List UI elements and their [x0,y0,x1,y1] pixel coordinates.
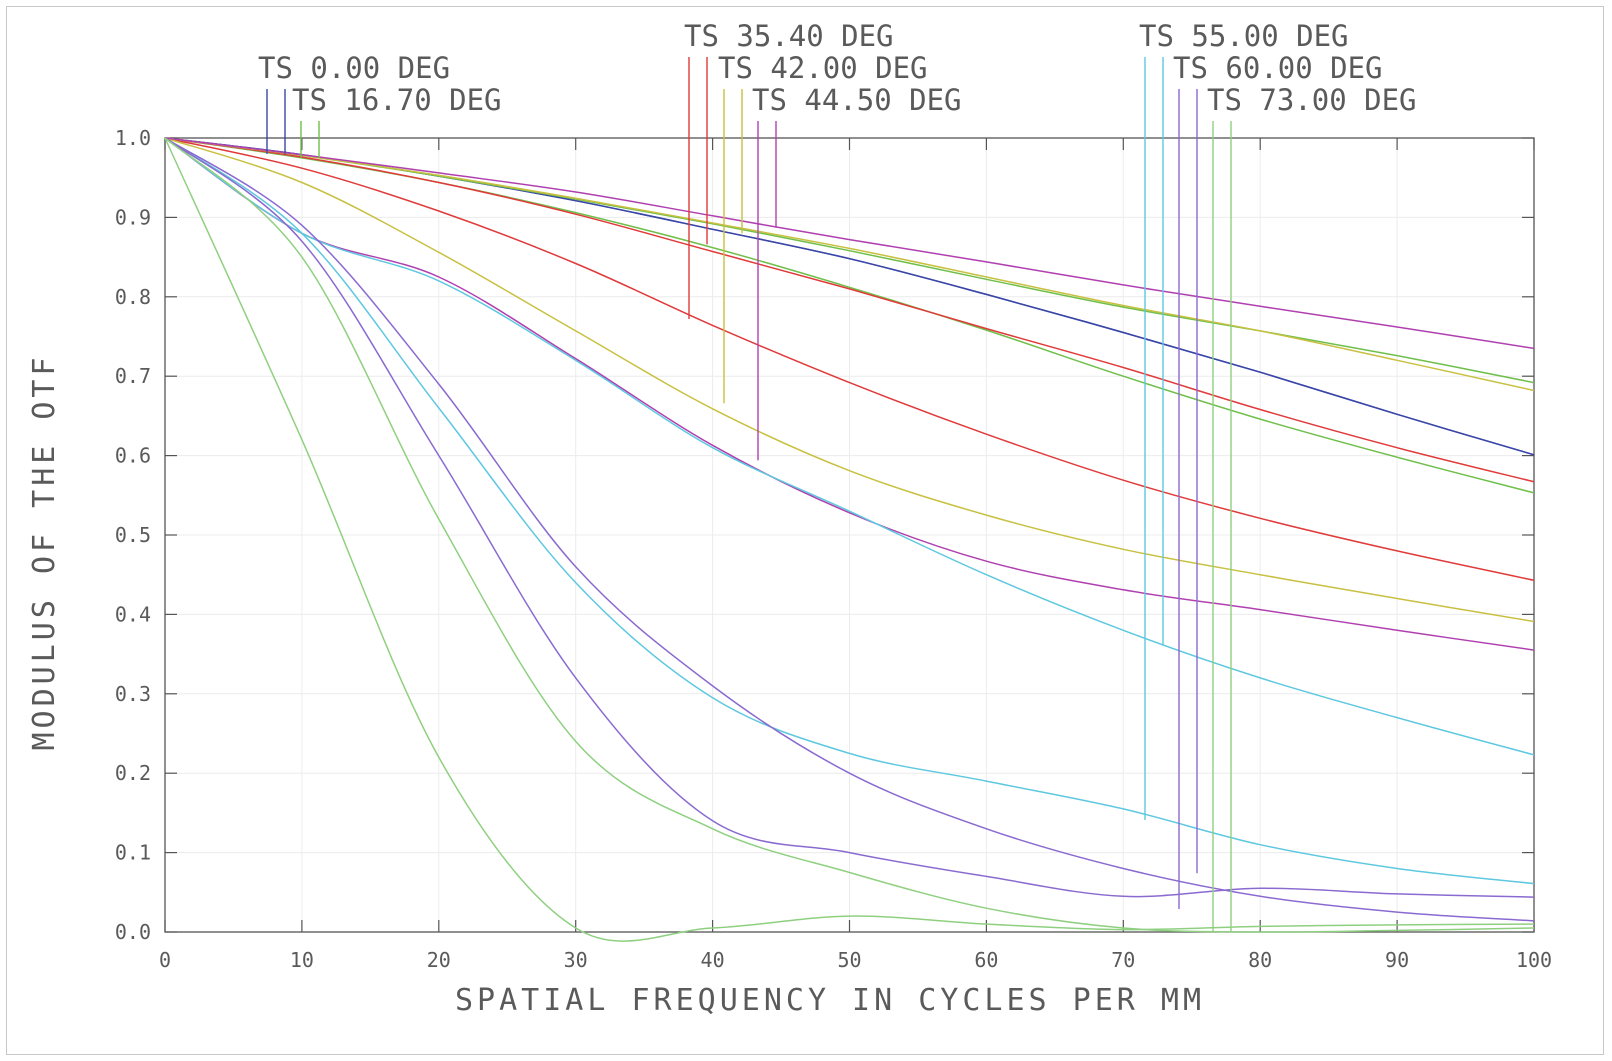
legend-label: TS 73.00 DEG [1207,83,1417,117]
curve-ts-73-00-degs [164,137,1535,933]
x-axis-label: SPATIAL FREQUENCY IN CYCLES PER MM [455,983,1205,1018]
x-tick-label: 20 [427,948,451,972]
legend-entry: TS 44.50 DEG [752,83,962,461]
y-tick-label: 0.9 [115,205,151,229]
legend-entry: TS 55.00 DEG [1139,19,1349,821]
y-tick-label: 0.7 [115,364,151,388]
y-tick-label: 0.1 [115,841,151,865]
chart-frame [6,6,1604,1055]
y-axis-label: MODULUS OF THE OTF [27,353,62,750]
legend-label: TS 44.50 DEG [752,83,962,117]
legend-entry: TS 42.00 DEG [718,51,928,404]
y-tick-label: 0.2 [115,761,151,785]
legend-entry: TS 73.00 DEG [1207,83,1417,932]
curve-ts-55-00-degs [164,137,1535,885]
curve-ts-55-00-degt [164,137,1535,756]
legend-label: TS 42.00 DEG [718,51,928,85]
x-tick-label: 90 [1385,948,1409,972]
y-tick-label: 0.3 [115,682,151,706]
x-tick-label: 60 [974,948,998,972]
legend-label: TS 35.40 DEG [684,19,894,53]
curve-ts-44-50-degs [164,137,1535,350]
x-tick-label: 100 [1516,948,1552,972]
y-tick-label: 0.6 [115,444,151,468]
curve-ts-35-40-degs [164,137,1535,483]
x-tick-label: 80 [1248,948,1272,972]
curve-ts-73-00-degt [164,137,1535,942]
y-tick-label: 0.0 [115,920,151,944]
x-tick-label: 40 [701,948,725,972]
curve-ts-60-00-degt [164,137,1535,922]
x-tick-label: 50 [837,948,861,972]
legend-label: TS 60.00 DEG [1173,51,1383,85]
legend-entry: TS 0.00 DEG [258,51,450,154]
mtf-curves [164,137,1535,942]
y-tick-label: 1.0 [115,126,151,150]
x-tick-label: 30 [564,948,588,972]
legend-entry: TS 35.40 DEG [684,19,894,320]
ticks: 0 10 20 30 40 50 60 70 80 90 100 0.0 0.1 0.2 0.3 0.4 0.5… [115,126,1552,972]
curve-ts-60-00-degs [164,137,1535,898]
curve-ts-42-00-degs [164,137,1535,392]
legend-label: TS 0.00 DEG [258,51,450,85]
y-tick-label: 0.8 [115,285,151,309]
legend-label: TS 55.00 DEG [1139,19,1349,53]
legend-label: TS 16.70 DEG [292,83,502,117]
y-tick-label: 0.4 [115,602,151,626]
legend-entry: TS 60.00 DEG [1173,51,1383,909]
y-tick-label: 0.5 [115,523,151,547]
legend-entry: TS 16.70 DEG [292,83,502,158]
curve-ts-42-00-degt [164,137,1535,623]
x-tick-label: 10 [290,948,314,972]
x-tick-label: 0 [159,948,171,972]
x-tick-label: 70 [1111,948,1135,972]
curve-ts-44-50-degt [164,137,1535,651]
curve-ts-35-40-degt [164,137,1535,582]
